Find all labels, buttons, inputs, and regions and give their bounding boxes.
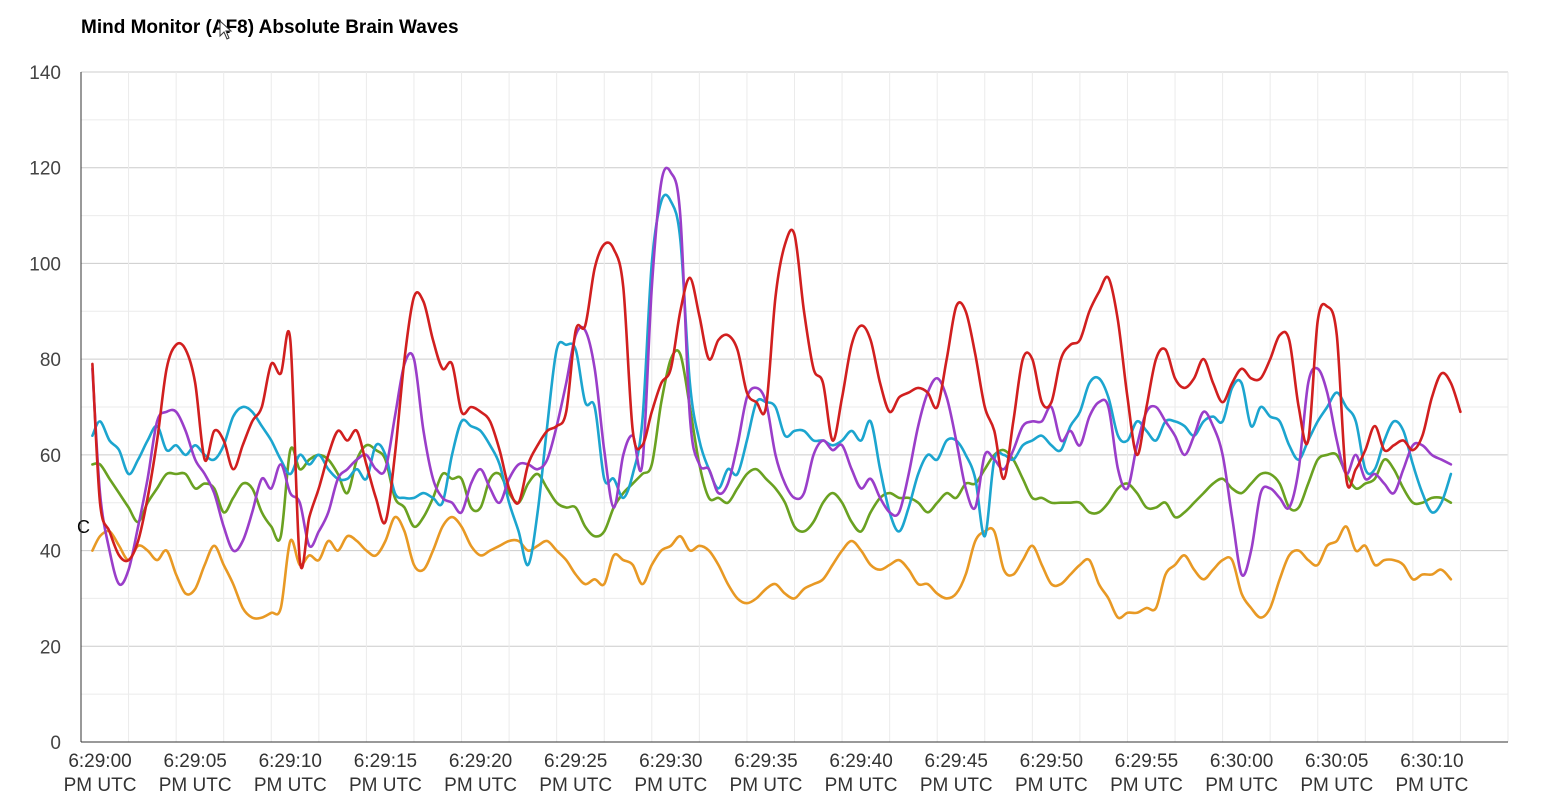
x-tick-label: 6:30:05 PM UTC (1300, 751, 1373, 796)
x-tick-label: 6:29:55 PM UTC (1110, 751, 1183, 796)
y-tick-label: 140 (29, 63, 61, 84)
y-tick-label: 20 (40, 637, 61, 658)
y-tick-label: 60 (40, 446, 61, 467)
axes (80, 72, 1508, 743)
y-tick-label: 120 (29, 159, 61, 180)
x-tick-label: 6:29:35 PM UTC (730, 751, 803, 796)
y-axis-ticks: 0 20 40 60 80 100 120 140 (29, 63, 61, 754)
x-tick-label: 6:30:10 PM UTC (1395, 751, 1468, 796)
series-lines (91, 166, 1462, 620)
mouse-cursor-icon (219, 20, 233, 40)
stray-text-label: C (77, 517, 90, 537)
series-line-4 (91, 166, 1453, 587)
x-tick-label: 6:29:20 PM UTC (444, 751, 517, 796)
x-tick-label: 6:29:40 PM UTC (825, 751, 898, 796)
x-tick-label: 6:29:50 PM UTC (1015, 751, 1088, 796)
grid-lines (80, 71, 1509, 743)
series-line-1 (91, 515, 1453, 620)
x-tick-label: 6:29:10 PM UTC (254, 751, 327, 796)
y-tick-label: 40 (40, 542, 61, 563)
y-tick-label: 100 (29, 254, 61, 275)
x-axis-ticks: 6:29:00 PM UTC 6:29:05 PM UTC 6:29:10 PM UTC 6… (64, 751, 1469, 796)
series-line-5 (91, 228, 1462, 570)
x-tick-label: 6:30:00 PM UTC (1205, 751, 1278, 796)
x-tick-label: 6:29:00 PM UTC (64, 751, 137, 796)
x-tick-label: 6:29:25 PM UTC (539, 751, 612, 796)
chart-title: Mind Monitor (AF8) Absolute Brain Waves (81, 17, 459, 38)
x-tick-label: 6:29:30 PM UTC (634, 751, 707, 796)
x-tick-label: 6:29:15 PM UTC (349, 751, 422, 796)
y-tick-label: 80 (40, 350, 61, 371)
x-tick-label: 6:29:05 PM UTC (159, 751, 232, 796)
x-tick-label: 6:29:45 PM UTC (920, 751, 993, 796)
y-tick-label: 0 (50, 733, 61, 754)
